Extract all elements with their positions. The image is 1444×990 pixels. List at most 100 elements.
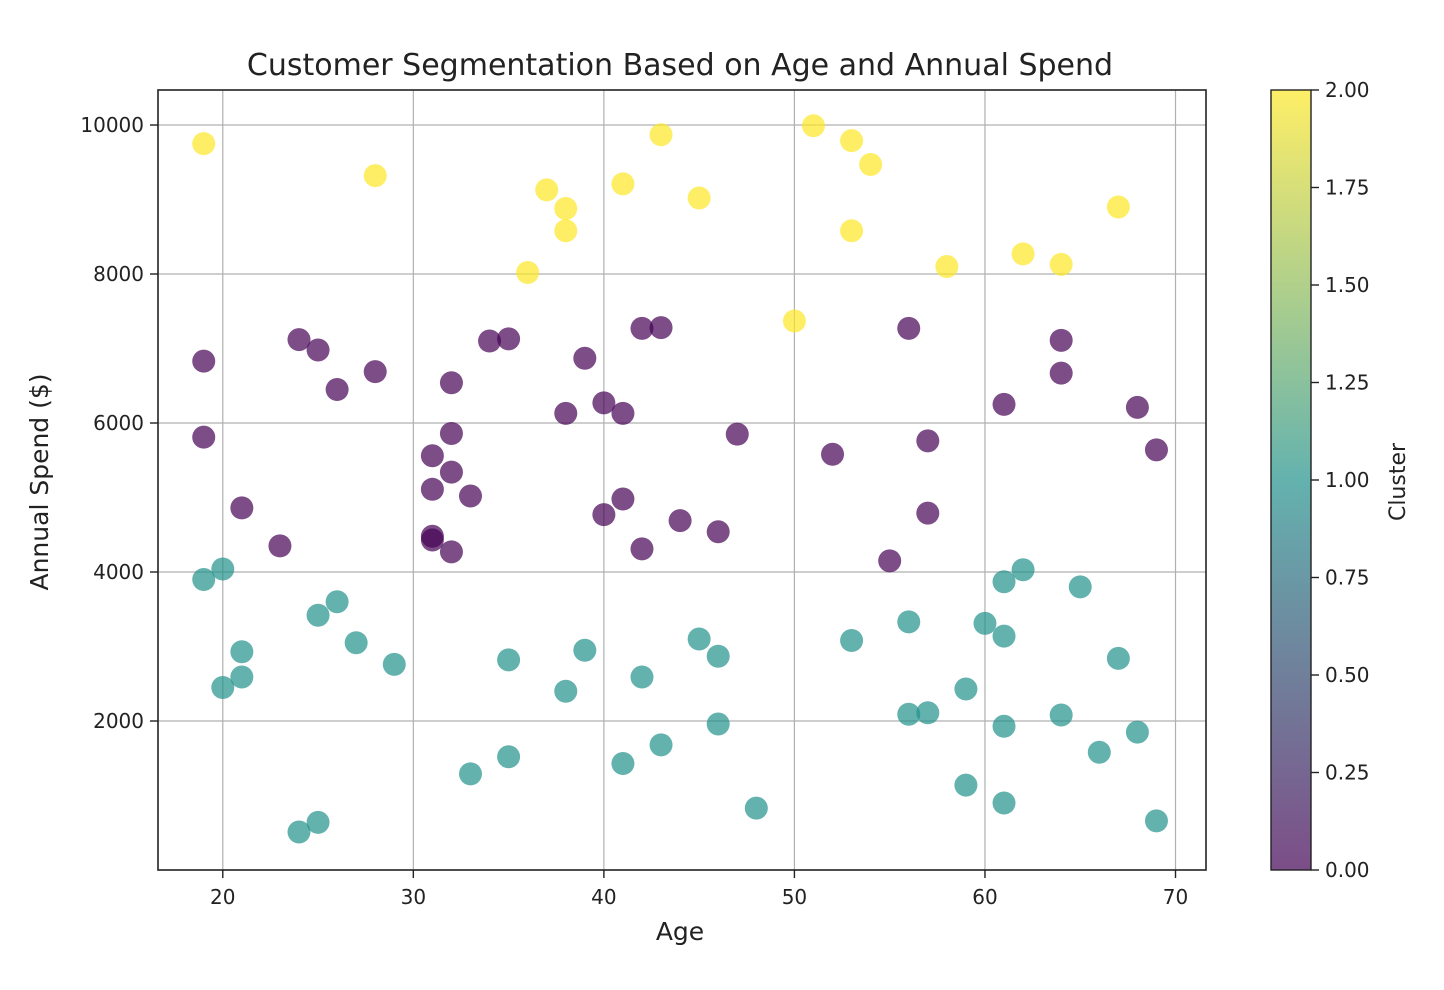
colorbar-tick-label: 2.00 bbox=[1325, 78, 1370, 102]
data-point-cluster-1 bbox=[954, 677, 978, 701]
data-point-cluster-1 bbox=[230, 665, 254, 689]
data-point-cluster-1 bbox=[897, 702, 921, 726]
data-point-cluster-1 bbox=[230, 640, 254, 664]
data-point-cluster-0 bbox=[325, 377, 349, 401]
data-point-cluster-1 bbox=[611, 751, 635, 775]
data-point-cluster-1 bbox=[992, 714, 1016, 738]
data-point-cluster-0 bbox=[192, 349, 216, 373]
colorbar-tick-label: 1.50 bbox=[1325, 273, 1370, 297]
data-point-cluster-0 bbox=[1049, 328, 1073, 352]
colorbar-tick-label: 1.00 bbox=[1325, 468, 1370, 492]
data-point-cluster-0 bbox=[478, 329, 502, 353]
colorbar-label: Cluster bbox=[1386, 442, 1411, 521]
data-point-cluster-1 bbox=[1011, 558, 1035, 582]
data-point-cluster-1 bbox=[1068, 575, 1092, 599]
data-point-cluster-2 bbox=[687, 186, 711, 210]
data-point-cluster-0 bbox=[439, 540, 463, 564]
data-point-cluster-1 bbox=[573, 638, 597, 662]
data-point-cluster-0 bbox=[230, 496, 254, 520]
data-point-cluster-1 bbox=[306, 603, 330, 627]
data-point-cluster-1 bbox=[211, 675, 235, 699]
colorbar-tick-label: 1.75 bbox=[1325, 176, 1370, 200]
data-point-cluster-1 bbox=[287, 820, 311, 844]
data-point-cluster-2 bbox=[516, 261, 540, 285]
data-point-cluster-0 bbox=[439, 371, 463, 395]
data-point-cluster-0 bbox=[1125, 395, 1149, 419]
data-point-cluster-0 bbox=[497, 327, 521, 351]
colorbar-tick-label: 0.00 bbox=[1325, 858, 1370, 882]
data-point-cluster-1 bbox=[1144, 809, 1168, 833]
x-tick-label: 30 bbox=[401, 885, 426, 909]
data-point-cluster-2 bbox=[1106, 195, 1130, 219]
data-point-cluster-1 bbox=[973, 611, 997, 635]
data-point-cluster-2 bbox=[801, 114, 825, 138]
data-point-cluster-2 bbox=[192, 132, 216, 156]
data-point-cluster-0 bbox=[725, 422, 749, 446]
x-tick-label: 20 bbox=[210, 885, 235, 909]
data-point-cluster-0 bbox=[992, 392, 1016, 416]
data-point-cluster-1 bbox=[306, 810, 330, 834]
data-point-cluster-0 bbox=[878, 549, 902, 573]
grid-lines bbox=[158, 90, 1206, 870]
data-point-cluster-1 bbox=[916, 701, 940, 725]
data-point-cluster-0 bbox=[1144, 438, 1168, 462]
data-point-cluster-1 bbox=[897, 610, 921, 634]
colorbar-ticks: 0.00 0.25 0.50 0.75 1.00 1.25 1.50 1.75 2.00 bbox=[1311, 78, 1370, 882]
data-point-cluster-1 bbox=[1049, 703, 1073, 727]
data-point-cluster-0 bbox=[897, 316, 921, 340]
plot-frame bbox=[157, 89, 1207, 871]
data-point-cluster-1 bbox=[744, 796, 768, 820]
data-point-cluster-0 bbox=[916, 429, 940, 453]
data-point-cluster-0 bbox=[821, 442, 845, 466]
data-point-cluster-2 bbox=[935, 255, 959, 279]
data-point-cluster-2 bbox=[611, 172, 635, 196]
data-point-cluster-2 bbox=[840, 129, 864, 153]
data-point-cluster-1 bbox=[706, 712, 730, 736]
data-point-cluster-0 bbox=[668, 509, 692, 533]
data-point-cluster-1 bbox=[706, 644, 730, 668]
data-point-cluster-0 bbox=[611, 487, 635, 511]
data-points bbox=[192, 114, 1168, 844]
data-point-cluster-0 bbox=[306, 338, 330, 362]
data-point-cluster-1 bbox=[497, 648, 521, 672]
data-point-cluster-2 bbox=[554, 219, 578, 243]
data-point-cluster-0 bbox=[439, 421, 463, 445]
data-point-cluster-0 bbox=[268, 534, 292, 558]
colorbar-tick-label: 0.50 bbox=[1325, 663, 1370, 687]
colorbar-tick-label: 1.25 bbox=[1325, 371, 1370, 395]
data-point-cluster-0 bbox=[192, 425, 216, 449]
x-tick-label: 40 bbox=[591, 885, 616, 909]
data-point-cluster-0 bbox=[287, 328, 311, 352]
data-point-cluster-1 bbox=[497, 745, 521, 769]
data-point-cluster-2 bbox=[1049, 252, 1073, 276]
data-point-cluster-0 bbox=[649, 316, 673, 340]
data-point-cluster-2 bbox=[649, 123, 673, 147]
data-point-cluster-0 bbox=[420, 528, 444, 552]
data-point-cluster-2 bbox=[363, 164, 387, 188]
data-point-cluster-1 bbox=[992, 570, 1016, 594]
data-point-cluster-0 bbox=[916, 501, 940, 525]
data-point-cluster-2 bbox=[782, 309, 806, 333]
data-point-cluster-1 bbox=[458, 762, 482, 786]
data-point-cluster-1 bbox=[192, 567, 216, 591]
x-tick-label: 60 bbox=[972, 885, 997, 909]
data-point-cluster-1 bbox=[954, 773, 978, 797]
data-point-cluster-0 bbox=[420, 477, 444, 501]
data-point-cluster-0 bbox=[573, 346, 597, 370]
data-point-cluster-1 bbox=[992, 791, 1016, 815]
x-axis-ticks: 20 30 40 50 60 70 bbox=[210, 870, 1188, 909]
data-point-cluster-1 bbox=[211, 557, 235, 581]
y-tick-label: 4000 bbox=[93, 560, 144, 584]
data-point-cluster-0 bbox=[439, 460, 463, 484]
y-tick-label: 6000 bbox=[93, 411, 144, 435]
data-point-cluster-1 bbox=[1106, 646, 1130, 670]
x-axis-label: Age bbox=[656, 917, 704, 946]
data-point-cluster-1 bbox=[992, 624, 1016, 648]
data-point-cluster-0 bbox=[420, 444, 444, 468]
chart-title: Customer Segmentation Based on Age and A… bbox=[247, 48, 1113, 83]
y-tick-label: 8000 bbox=[93, 262, 144, 286]
data-point-cluster-2 bbox=[840, 219, 864, 243]
y-tick-label: 10000 bbox=[80, 113, 144, 137]
data-point-cluster-1 bbox=[325, 590, 349, 614]
